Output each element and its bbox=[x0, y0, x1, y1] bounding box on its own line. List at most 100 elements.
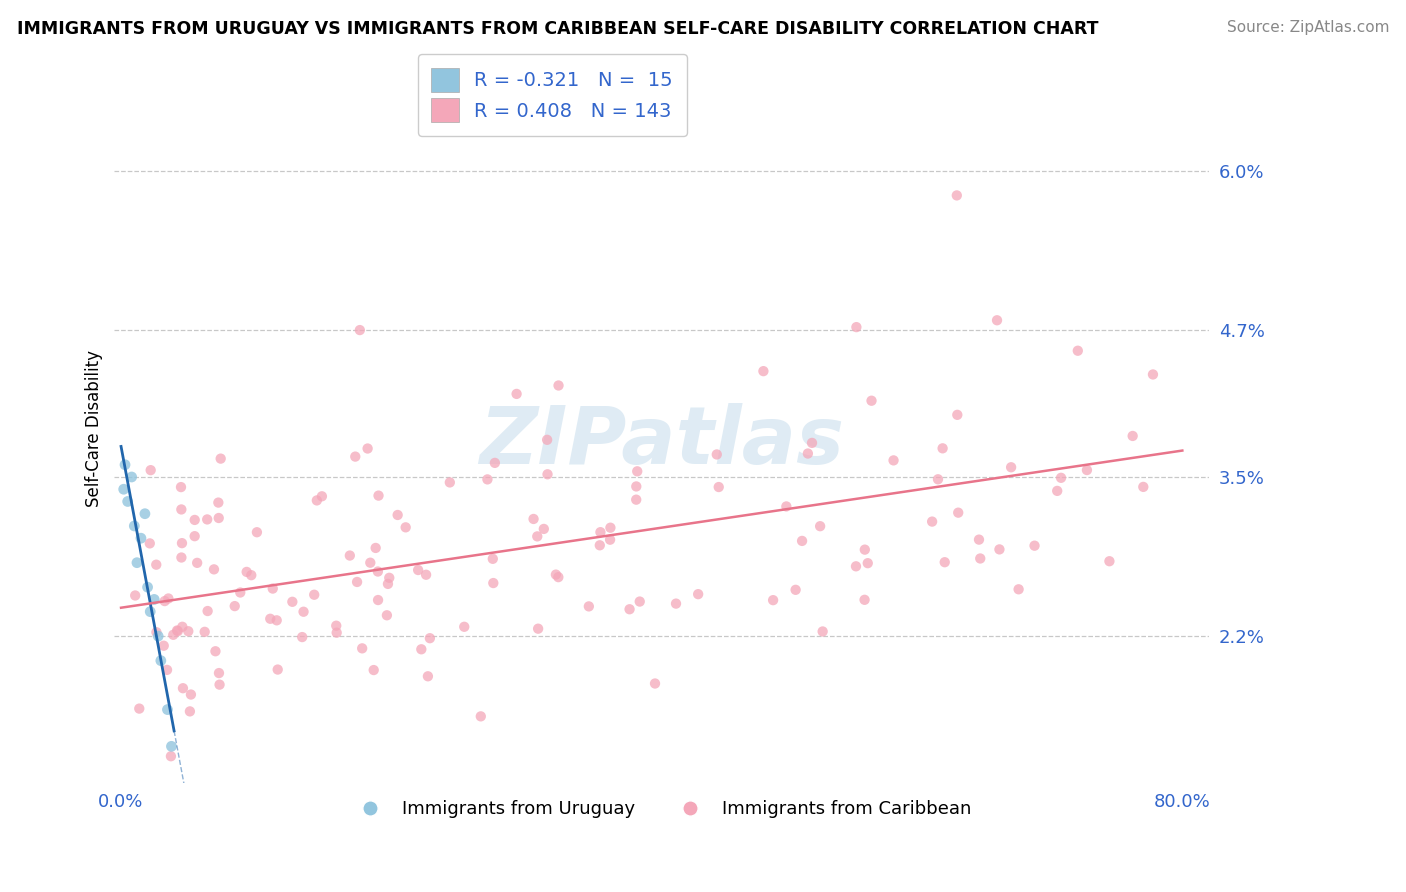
Point bbox=[180, 688, 202, 702]
Point bbox=[626, 464, 648, 478]
Point bbox=[853, 542, 876, 557]
Point bbox=[797, 446, 820, 460]
Point bbox=[762, 593, 785, 607]
Point bbox=[533, 522, 555, 536]
Point bbox=[208, 666, 231, 681]
Point bbox=[707, 480, 730, 494]
Point bbox=[482, 576, 505, 591]
Point bbox=[139, 463, 162, 477]
Point bbox=[481, 551, 503, 566]
Point bbox=[143, 592, 166, 607]
Point bbox=[281, 595, 304, 609]
Point bbox=[349, 323, 371, 337]
Point bbox=[145, 558, 167, 572]
Point bbox=[262, 582, 284, 596]
Point bbox=[1067, 343, 1090, 358]
Point bbox=[416, 669, 439, 683]
Point bbox=[856, 556, 879, 570]
Point bbox=[967, 533, 990, 547]
Point bbox=[1142, 368, 1164, 382]
Point bbox=[626, 479, 648, 493]
Point bbox=[291, 630, 314, 644]
Point bbox=[129, 531, 152, 545]
Point bbox=[172, 681, 194, 696]
Point bbox=[845, 559, 868, 574]
Point bbox=[948, 506, 970, 520]
Point bbox=[359, 556, 381, 570]
Point bbox=[363, 663, 385, 677]
Point bbox=[801, 436, 824, 450]
Point bbox=[170, 550, 193, 565]
Point bbox=[536, 433, 558, 447]
Point bbox=[470, 709, 492, 723]
Text: ZIPatlas: ZIPatlas bbox=[479, 403, 844, 481]
Point bbox=[160, 739, 183, 754]
Point bbox=[235, 565, 257, 579]
Point bbox=[419, 631, 441, 645]
Point bbox=[134, 507, 156, 521]
Point bbox=[439, 475, 461, 490]
Point bbox=[406, 563, 429, 577]
Point bbox=[267, 663, 290, 677]
Point bbox=[344, 450, 367, 464]
Point bbox=[927, 472, 949, 486]
Point bbox=[170, 502, 193, 516]
Point bbox=[356, 442, 378, 456]
Point bbox=[477, 472, 499, 486]
Point bbox=[136, 580, 159, 594]
Point bbox=[599, 521, 621, 535]
Point bbox=[628, 594, 651, 608]
Point bbox=[752, 364, 775, 378]
Point bbox=[207, 495, 229, 509]
Point bbox=[325, 625, 347, 640]
Point bbox=[224, 599, 246, 613]
Point bbox=[186, 556, 208, 570]
Legend: Immigrants from Uruguay, Immigrants from Caribbean: Immigrants from Uruguay, Immigrants from… bbox=[344, 793, 979, 825]
Point bbox=[305, 493, 328, 508]
Point bbox=[160, 749, 183, 764]
Point bbox=[1000, 460, 1022, 475]
Point bbox=[1076, 463, 1098, 477]
Point bbox=[375, 608, 398, 623]
Point bbox=[853, 592, 876, 607]
Point bbox=[377, 577, 399, 591]
Point bbox=[921, 515, 943, 529]
Point bbox=[367, 593, 389, 607]
Point bbox=[139, 605, 162, 619]
Point bbox=[311, 489, 333, 503]
Point bbox=[378, 571, 401, 585]
Point bbox=[1046, 483, 1069, 498]
Point bbox=[1024, 539, 1046, 553]
Point bbox=[589, 525, 612, 540]
Point bbox=[808, 519, 831, 533]
Text: Source: ZipAtlas.com: Source: ZipAtlas.com bbox=[1226, 20, 1389, 35]
Point bbox=[453, 620, 475, 634]
Point bbox=[536, 467, 558, 482]
Point bbox=[152, 639, 174, 653]
Point bbox=[988, 542, 1011, 557]
Point bbox=[197, 604, 219, 618]
Point bbox=[969, 551, 991, 566]
Point bbox=[145, 625, 167, 640]
Point bbox=[1050, 471, 1073, 485]
Y-axis label: Self-Care Disability: Self-Care Disability bbox=[86, 350, 103, 507]
Point bbox=[208, 511, 231, 525]
Point bbox=[364, 541, 387, 555]
Point bbox=[240, 568, 263, 582]
Point bbox=[411, 642, 433, 657]
Point bbox=[156, 663, 179, 677]
Point bbox=[544, 567, 567, 582]
Point bbox=[785, 582, 807, 597]
Point bbox=[195, 512, 218, 526]
Point bbox=[292, 605, 315, 619]
Point bbox=[845, 320, 868, 334]
Point bbox=[170, 536, 193, 550]
Point bbox=[619, 602, 641, 616]
Point bbox=[128, 701, 150, 715]
Point bbox=[986, 313, 1008, 327]
Point bbox=[505, 387, 527, 401]
Point bbox=[209, 451, 232, 466]
Point bbox=[208, 678, 231, 692]
Point bbox=[112, 482, 135, 496]
Point bbox=[1007, 582, 1029, 597]
